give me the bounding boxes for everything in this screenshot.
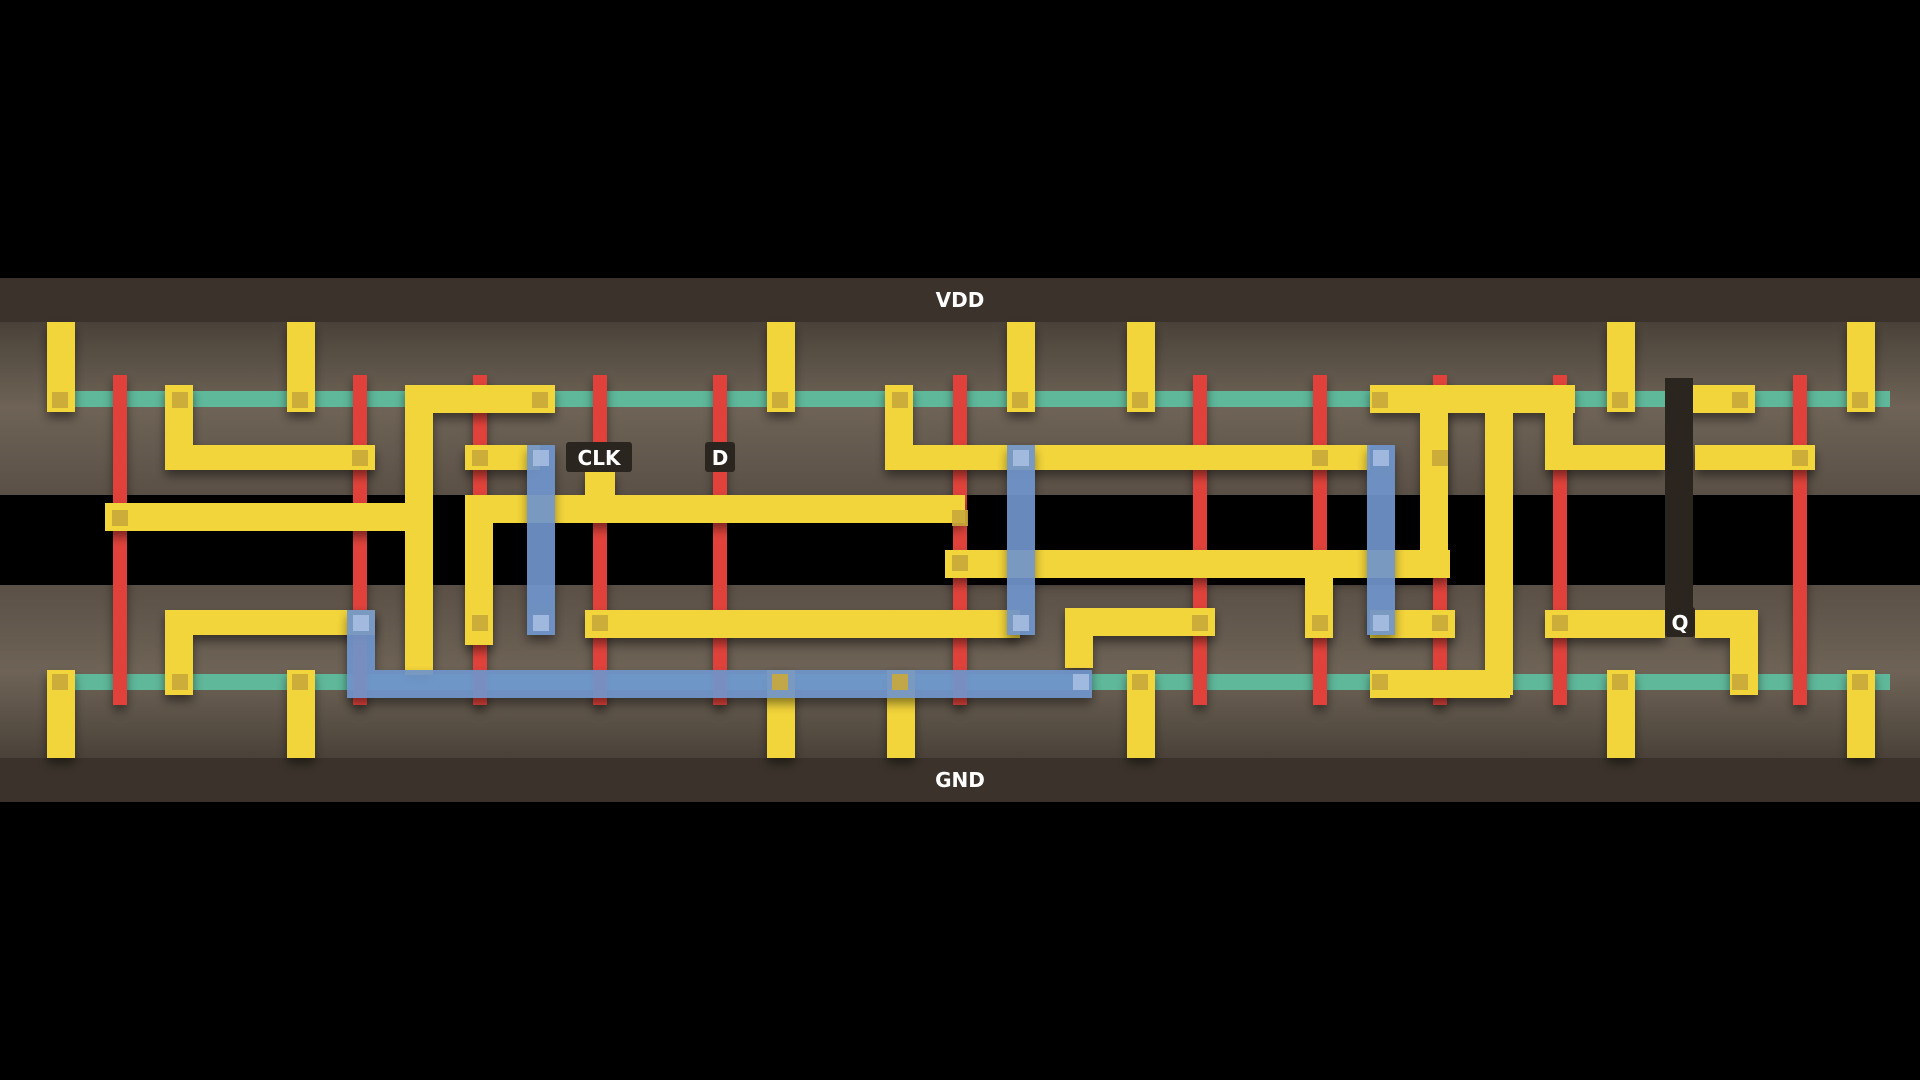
metal2-routes: [347, 445, 1395, 698]
vias: [353, 450, 1389, 690]
clk-pin: CLK: [566, 442, 632, 472]
d-pin-tag: [705, 442, 735, 472]
q-pin-label: Q: [1671, 611, 1688, 635]
q-pin: Q: [1665, 607, 1695, 637]
gnd-label: GND: [935, 768, 985, 792]
d-pin: D: [705, 442, 735, 472]
vdd-label: VDD: [936, 288, 985, 312]
clk-pin-tag: [566, 442, 632, 472]
clk-pin-label: CLK: [578, 446, 622, 470]
q-pin-tag: [1665, 607, 1695, 637]
gnd-rail: [0, 758, 1920, 802]
d-pin-label: D: [712, 446, 729, 470]
rail-taps: [47, 322, 1875, 758]
contacts: [52, 392, 1868, 690]
vdd-rail: [0, 278, 1920, 322]
q-output-wire: [1665, 378, 1693, 618]
